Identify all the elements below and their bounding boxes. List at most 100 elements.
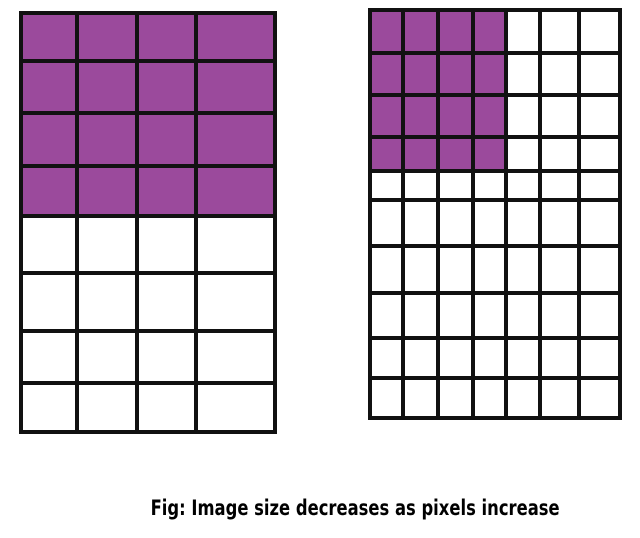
filled-pixel bbox=[473, 10, 506, 53]
empty-pixel bbox=[370, 200, 403, 246]
empty-pixel bbox=[506, 10, 540, 53]
filled-pixel bbox=[21, 13, 77, 61]
empty-pixel bbox=[579, 53, 620, 95]
empty-pixel bbox=[579, 338, 620, 378]
empty-pixel bbox=[370, 171, 403, 200]
empty-pixel bbox=[77, 216, 137, 273]
filled-pixel bbox=[438, 137, 473, 171]
filled-pixel bbox=[137, 61, 196, 113]
empty-pixel bbox=[473, 378, 506, 418]
empty-pixel bbox=[506, 200, 540, 246]
filled-pixel bbox=[196, 13, 275, 61]
empty-pixel bbox=[403, 200, 438, 246]
empty-pixel bbox=[403, 338, 438, 378]
filled-pixel bbox=[438, 53, 473, 95]
filled-pixel bbox=[473, 137, 506, 171]
empty-pixel bbox=[473, 293, 506, 338]
filled-pixel bbox=[403, 137, 438, 171]
empty-pixel bbox=[579, 378, 620, 418]
empty-pixel bbox=[506, 137, 540, 171]
empty-pixel bbox=[540, 338, 579, 378]
empty-pixel bbox=[196, 331, 275, 383]
empty-pixel bbox=[370, 378, 403, 418]
empty-pixel bbox=[196, 216, 275, 273]
empty-pixel bbox=[370, 338, 403, 378]
empty-pixel bbox=[540, 137, 579, 171]
filled-pixel bbox=[370, 53, 403, 95]
filled-pixel bbox=[196, 166, 275, 216]
empty-pixel bbox=[196, 383, 275, 432]
empty-pixel bbox=[579, 171, 620, 200]
filled-pixel bbox=[370, 10, 403, 53]
empty-pixel bbox=[473, 200, 506, 246]
empty-pixel bbox=[137, 383, 196, 432]
empty-pixel bbox=[438, 378, 473, 418]
empty-pixel bbox=[21, 383, 77, 432]
filled-pixel bbox=[196, 61, 275, 113]
filled-pixel bbox=[21, 166, 77, 216]
empty-pixel bbox=[540, 378, 579, 418]
empty-pixel bbox=[196, 273, 275, 331]
high-pixel-grid bbox=[368, 8, 622, 420]
empty-pixel bbox=[21, 273, 77, 331]
empty-pixel bbox=[540, 95, 579, 137]
low-pixel-grid bbox=[19, 11, 277, 434]
empty-pixel bbox=[506, 246, 540, 293]
filled-pixel bbox=[403, 53, 438, 95]
empty-pixel bbox=[137, 331, 196, 383]
filled-pixel bbox=[137, 166, 196, 216]
empty-pixel bbox=[438, 200, 473, 246]
filled-pixel bbox=[473, 95, 506, 137]
empty-pixel bbox=[137, 216, 196, 273]
empty-pixel bbox=[403, 378, 438, 418]
empty-pixel bbox=[403, 293, 438, 338]
empty-pixel bbox=[506, 95, 540, 137]
empty-pixel bbox=[438, 171, 473, 200]
filled-pixel bbox=[77, 13, 137, 61]
empty-pixel bbox=[506, 171, 540, 200]
filled-pixel bbox=[137, 113, 196, 166]
empty-pixel bbox=[579, 246, 620, 293]
empty-pixel bbox=[579, 95, 620, 137]
empty-pixel bbox=[370, 246, 403, 293]
empty-pixel bbox=[540, 200, 579, 246]
filled-pixel bbox=[196, 113, 275, 166]
filled-pixel bbox=[438, 95, 473, 137]
figure-caption: Fig: Image size decreases as pixels incr… bbox=[150, 496, 560, 520]
empty-pixel bbox=[403, 246, 438, 293]
filled-pixel bbox=[403, 10, 438, 53]
empty-pixel bbox=[506, 378, 540, 418]
empty-pixel bbox=[473, 338, 506, 378]
empty-pixel bbox=[506, 338, 540, 378]
filled-pixel bbox=[370, 95, 403, 137]
filled-pixel bbox=[21, 61, 77, 113]
empty-pixel bbox=[438, 246, 473, 293]
empty-pixel bbox=[438, 293, 473, 338]
empty-pixel bbox=[540, 293, 579, 338]
filled-pixel bbox=[370, 137, 403, 171]
empty-pixel bbox=[473, 171, 506, 200]
empty-pixel bbox=[473, 246, 506, 293]
empty-pixel bbox=[137, 273, 196, 331]
empty-pixel bbox=[506, 53, 540, 95]
filled-pixel bbox=[21, 113, 77, 166]
empty-pixel bbox=[77, 331, 137, 383]
empty-pixel bbox=[77, 383, 137, 432]
empty-pixel bbox=[21, 216, 77, 273]
empty-pixel bbox=[77, 273, 137, 331]
empty-pixel bbox=[370, 293, 403, 338]
empty-pixel bbox=[540, 10, 579, 53]
empty-pixel bbox=[506, 293, 540, 338]
empty-pixel bbox=[540, 171, 579, 200]
empty-pixel bbox=[579, 200, 620, 246]
empty-pixel bbox=[540, 246, 579, 293]
empty-pixel bbox=[403, 171, 438, 200]
filled-pixel bbox=[403, 95, 438, 137]
empty-pixel bbox=[579, 293, 620, 338]
filled-pixel bbox=[77, 166, 137, 216]
empty-pixel bbox=[579, 10, 620, 53]
empty-pixel bbox=[438, 338, 473, 378]
empty-pixel bbox=[540, 53, 579, 95]
empty-pixel bbox=[579, 137, 620, 171]
